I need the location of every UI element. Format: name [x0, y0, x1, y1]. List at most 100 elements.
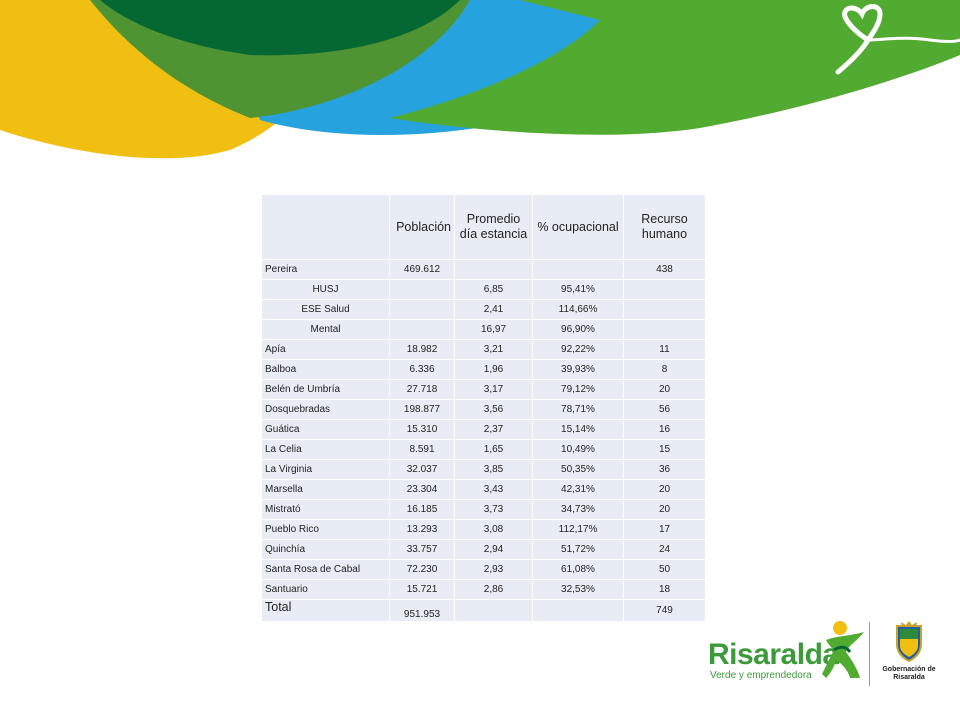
cell-ocupacional: 95,41%	[532, 279, 624, 300]
cell-promedio: 2,86	[454, 579, 533, 600]
cell-promedio: 3,17	[454, 379, 533, 400]
cell-recurso: 18	[623, 579, 706, 600]
cell-poblacion	[389, 319, 455, 340]
cell-promedio: 16,97	[454, 319, 533, 340]
cell-recurso	[623, 279, 706, 300]
cell-recurso: 24	[623, 539, 706, 560]
cell-promedio: 3,43	[454, 479, 533, 500]
cell-recurso: 8	[623, 359, 706, 380]
cell-poblacion: 6.336	[389, 359, 455, 380]
cell-recurso: 36	[623, 459, 706, 480]
cell-name: ESE Salud	[261, 299, 390, 320]
header-recurso: Recurso humano	[623, 194, 706, 260]
cell-ocupacional: 15,14%	[532, 419, 624, 440]
table-row: Guática 15.310 2,37 15,14% 16	[261, 419, 706, 440]
cell-promedio: 3,08	[454, 519, 533, 540]
table-header-row: Población Promedio día estancia % ocupac…	[261, 194, 706, 260]
cell-ocupacional: 10,49%	[532, 439, 624, 460]
table-row: La Celia 8.591 1,65 10,49% 15	[261, 439, 706, 460]
cell-ocupacional: 112,17%	[532, 519, 624, 540]
table-row: Santuario 15.721 2,86 32,53% 18	[261, 579, 706, 600]
cell-recurso: 20	[623, 499, 706, 520]
brand-word: Risaralda	[708, 638, 839, 671]
cell-poblacion	[389, 299, 455, 320]
cell-ocupacional: 92,22%	[532, 339, 624, 360]
cell-promedio: 1,65	[454, 439, 533, 460]
table-row: La Virginia 32.037 3,85 50,35% 36	[261, 459, 706, 480]
table-row: HUSJ 6,85 95,41%	[261, 279, 706, 300]
cell-promedio: 1,96	[454, 359, 533, 380]
cell-name: Belén de Umbría	[261, 379, 390, 400]
table-row: Pueblo Rico 13.293 3,08 112,17% 17	[261, 519, 706, 540]
table-row: Mistrató 16.185 3,73 34,73% 20	[261, 499, 706, 520]
total-row: Total 951.953 749	[261, 599, 706, 622]
cell-ocupacional: 96,90%	[532, 319, 624, 340]
coat-of-arms-icon	[896, 621, 922, 662]
cell-name: Apía	[261, 339, 390, 360]
cell-recurso: 15	[623, 439, 706, 460]
cell-poblacion: 16.185	[389, 499, 455, 520]
table-row: Apía 18.982 3,21 92,22% 11	[261, 339, 706, 360]
cell-poblacion: 72.230	[389, 559, 455, 580]
cell-recurso: 20	[623, 479, 706, 500]
cell-promedio: 2,94	[454, 539, 533, 560]
logo-divider	[869, 622, 870, 686]
table-row: Balboa 6.336 1,96 39,93% 8	[261, 359, 706, 380]
cell-promedio: 2,93	[454, 559, 533, 580]
cell-poblacion	[389, 279, 455, 300]
cell-recurso: 56	[623, 399, 706, 420]
table-row: Mental 16,97 96,90%	[261, 319, 706, 340]
cell-name: Pueblo Rico	[261, 519, 390, 540]
cell-ocupacional: 42,31%	[532, 479, 624, 500]
cell-ocupacional: 79,12%	[532, 379, 624, 400]
cell-poblacion: 27.718	[389, 379, 455, 400]
cell-poblacion: 23.304	[389, 479, 455, 500]
cell-recurso: 11	[623, 339, 706, 360]
cell-name: Marsella	[261, 479, 390, 500]
cell-name: Mistrató	[261, 499, 390, 520]
cell-recurso: 20	[623, 379, 706, 400]
table-row: Belén de Umbría 27.718 3,17 79,12% 20	[261, 379, 706, 400]
header-poblacion: Población	[389, 194, 455, 260]
cell-recurso: 17	[623, 519, 706, 540]
total-promedio	[454, 599, 533, 622]
header-blank	[261, 194, 390, 260]
cell-poblacion: 15.721	[389, 579, 455, 600]
cell-ocupacional: 61,08%	[532, 559, 624, 580]
cell-name: Santuario	[261, 579, 390, 600]
table-row: ESE Salud 2,41 114,66%	[261, 299, 706, 320]
gobernacion-line1: Gobernación de	[882, 666, 936, 673]
cell-name: Quinchía	[261, 539, 390, 560]
table-row: Quinchía 33.757 2,94 51,72% 24	[261, 539, 706, 560]
cell-recurso: 16	[623, 419, 706, 440]
total-recurso: 749	[623, 599, 706, 622]
cell-ocupacional: 34,73%	[532, 499, 624, 520]
cell-promedio: 3,21	[454, 339, 533, 360]
gobernacion-logo: Gobernación de Risaralda	[878, 620, 938, 684]
hospital-stats-table: Población Promedio día estancia % ocupac…	[261, 194, 706, 622]
cell-promedio: 3,85	[454, 459, 533, 480]
cell-poblacion: 13.293	[389, 519, 455, 540]
cell-recurso: 438	[623, 259, 706, 280]
cell-poblacion: 32.037	[389, 459, 455, 480]
table-row: Dosquebradas 198.877 3,56 78,71% 56	[261, 399, 706, 420]
cell-ocupacional: 32,53%	[532, 579, 624, 600]
cell-promedio: 6,85	[454, 279, 533, 300]
cell-name: Santa Rosa de Cabal	[261, 559, 390, 580]
cell-promedio: 2,37	[454, 419, 533, 440]
cell-poblacion: 469.612	[389, 259, 455, 280]
table-row: Marsella 23.304 3,43 42,31% 20	[261, 479, 706, 500]
risaralda-logo: Risaralda Verde y emprendedora	[700, 618, 870, 688]
cell-promedio: 3,73	[454, 499, 533, 520]
cell-recurso: 50	[623, 559, 706, 580]
heart-icon	[835, 4, 960, 75]
cell-ocupacional	[532, 259, 624, 280]
cell-recurso	[623, 319, 706, 340]
cell-name: HUSJ	[261, 279, 390, 300]
table-row: Pereira 469.612 438	[261, 259, 706, 280]
cell-poblacion: 33.757	[389, 539, 455, 560]
cell-poblacion: 8.591	[389, 439, 455, 460]
cell-ocupacional: 50,35%	[532, 459, 624, 480]
cell-promedio: 2,41	[454, 299, 533, 320]
cell-poblacion: 198.877	[389, 399, 455, 420]
